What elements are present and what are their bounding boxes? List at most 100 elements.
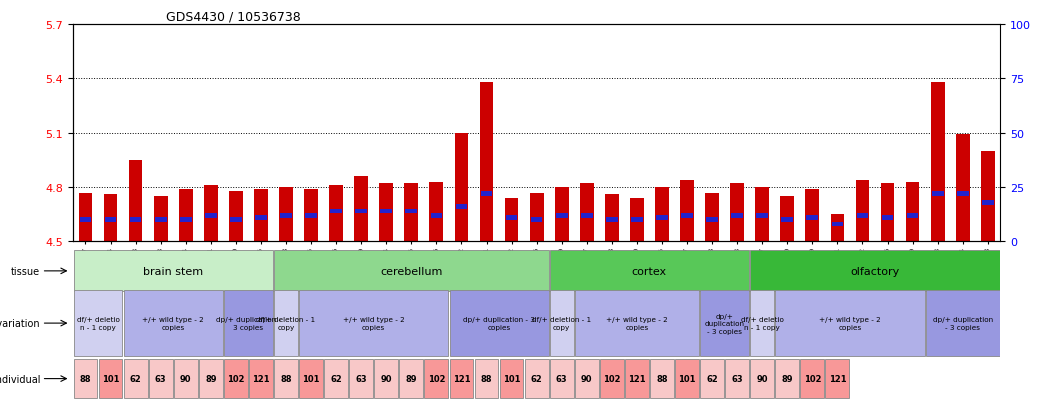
- Bar: [74, 251, 273, 292]
- Text: 89: 89: [205, 374, 217, 383]
- Text: 101: 101: [503, 374, 520, 383]
- Bar: [832, 222, 843, 227]
- Bar: [855, 180, 869, 242]
- Bar: [74, 359, 97, 398]
- Bar: [79, 218, 92, 223]
- Text: 121: 121: [828, 374, 846, 383]
- Bar: [330, 209, 342, 214]
- Bar: [550, 291, 573, 356]
- Bar: [575, 291, 699, 356]
- Bar: [857, 214, 868, 218]
- Bar: [825, 359, 849, 398]
- Bar: [455, 205, 467, 209]
- Text: genotype/variation: genotype/variation: [0, 318, 41, 328]
- Text: 121: 121: [628, 374, 646, 383]
- Bar: [700, 291, 749, 356]
- Bar: [129, 161, 143, 242]
- Bar: [957, 192, 969, 197]
- Text: 63: 63: [355, 374, 367, 383]
- Bar: [705, 193, 719, 242]
- Text: 88: 88: [480, 374, 492, 383]
- Text: dp/+
duplication
- 3 copies: dp/+ duplication - 3 copies: [704, 313, 745, 334]
- Text: df/+ deletion - 1
copy: df/+ deletion - 1 copy: [532, 317, 591, 330]
- Bar: [925, 291, 999, 356]
- Bar: [530, 218, 543, 223]
- Bar: [580, 214, 593, 218]
- Bar: [575, 359, 599, 398]
- Bar: [279, 188, 293, 242]
- Bar: [505, 216, 518, 220]
- Bar: [775, 359, 799, 398]
- Bar: [224, 291, 273, 356]
- Text: dp/+ duplication -
3 copies: dp/+ duplication - 3 copies: [216, 317, 281, 330]
- Bar: [731, 214, 743, 218]
- Text: 90: 90: [380, 374, 392, 383]
- Bar: [780, 197, 794, 242]
- Bar: [254, 190, 268, 242]
- Bar: [99, 359, 123, 398]
- Bar: [730, 184, 744, 242]
- Bar: [525, 359, 548, 398]
- Bar: [750, 251, 999, 292]
- Bar: [500, 359, 523, 398]
- Text: olfactory: olfactory: [850, 266, 899, 276]
- Bar: [399, 359, 423, 398]
- Bar: [625, 359, 649, 398]
- Bar: [274, 291, 298, 356]
- Bar: [800, 359, 824, 398]
- Bar: [454, 133, 468, 242]
- Bar: [681, 214, 693, 218]
- Bar: [299, 359, 323, 398]
- Text: df/+ deletio
n - 1 copy: df/+ deletio n - 1 copy: [76, 317, 120, 330]
- Bar: [775, 291, 924, 356]
- Bar: [154, 197, 168, 242]
- Text: cortex: cortex: [631, 266, 667, 276]
- Bar: [932, 192, 943, 197]
- Text: 101: 101: [678, 374, 696, 383]
- Text: 88: 88: [280, 374, 292, 383]
- Bar: [354, 177, 368, 242]
- Text: GDS4430 / 10536738: GDS4430 / 10536738: [166, 11, 300, 24]
- Bar: [449, 291, 548, 356]
- Text: 88: 88: [656, 374, 668, 383]
- Text: 88: 88: [80, 374, 92, 383]
- Bar: [905, 182, 919, 242]
- Bar: [355, 209, 367, 214]
- Bar: [124, 359, 148, 398]
- Text: 90: 90: [180, 374, 192, 383]
- Text: 62: 62: [330, 374, 342, 383]
- Bar: [349, 359, 373, 398]
- Bar: [600, 359, 624, 398]
- Bar: [931, 83, 944, 242]
- Bar: [380, 209, 392, 214]
- Text: 89: 89: [405, 374, 417, 383]
- Text: +/+ wild type - 2
copies: +/+ wild type - 2 copies: [606, 317, 668, 330]
- Bar: [179, 190, 193, 242]
- Bar: [579, 184, 594, 242]
- Bar: [630, 199, 644, 242]
- Text: 121: 121: [452, 374, 470, 383]
- Bar: [750, 291, 774, 356]
- Bar: [706, 218, 718, 223]
- Bar: [130, 218, 142, 223]
- Text: +/+ wild type - 2
copies: +/+ wild type - 2 copies: [143, 317, 204, 330]
- Bar: [180, 218, 192, 223]
- Bar: [675, 359, 699, 398]
- Bar: [255, 216, 267, 220]
- Text: 90: 90: [581, 374, 593, 383]
- Text: 63: 63: [155, 374, 167, 383]
- Bar: [230, 218, 242, 223]
- Bar: [199, 359, 223, 398]
- Bar: [204, 186, 218, 242]
- Bar: [830, 215, 844, 242]
- Bar: [205, 214, 217, 218]
- Text: +/+ wild type - 2
copies: +/+ wild type - 2 copies: [819, 317, 880, 330]
- Bar: [956, 135, 970, 242]
- Text: individual: individual: [0, 374, 41, 384]
- Bar: [555, 214, 568, 218]
- Bar: [449, 359, 473, 398]
- Bar: [224, 359, 248, 398]
- Bar: [374, 359, 398, 398]
- Text: 62: 62: [706, 374, 718, 383]
- Text: dp/+ duplication - 3
copies: dp/+ duplication - 3 copies: [463, 317, 535, 330]
